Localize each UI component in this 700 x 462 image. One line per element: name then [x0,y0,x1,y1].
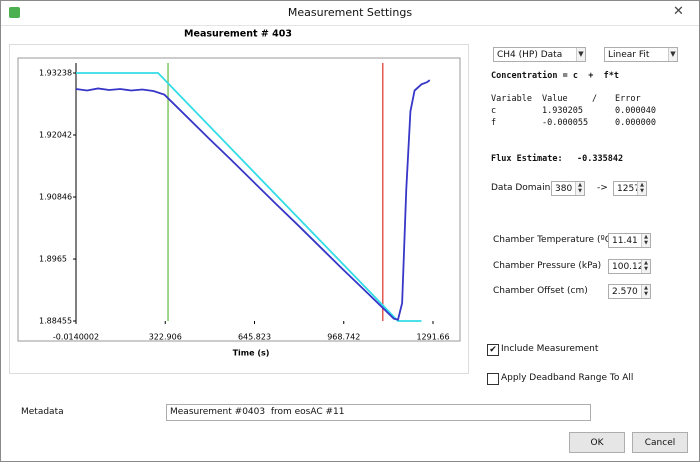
title-bar [1,1,699,26]
dropdown-arrow: ▼ [668,48,677,61]
metadata-label: Metadata [21,407,64,417]
button[interactable]: Cancel [632,432,688,453]
chart-frame [17,57,461,342]
domain-end: 1257 [617,184,640,194]
field-value: 100.123 [612,261,650,272]
x-tick-label: 322.906 [149,333,182,342]
dropdown-arrow: ▼ [576,48,585,61]
x-tick-label: -0.0140002 [53,333,99,342]
domain-end-input[interactable]: 1257 ▲ ▼ [613,181,647,196]
domain-start-input[interactable]: 380 ▲ ▼ [551,181,585,196]
y-tick-label: 1.93238 [39,69,72,78]
param-cell: 0.000000 [615,118,656,128]
chart: Measurement # 403 Time (s) 1.88455 1.8965… [17,29,461,358]
spin-arrows[interactable]: ▲ ▼ [637,182,646,195]
field-label: Chamber Offset (cm) [493,286,588,296]
checkbox-label: Apply Deadband Range To All [501,373,634,383]
x-tick-label: 1291.66 [416,333,449,342]
spin-arrows[interactable]: ▲ ▼ [641,259,650,273]
metadata-input[interactable]: Measurement #0403 from eosAC #11 [166,404,591,421]
field-label: Chamber Temperature (ºC) [493,235,615,245]
checkbox-label: Include Measurement [501,344,599,354]
button[interactable]: OK [569,432,625,453]
flux-label: Flux Estimate: [491,154,563,164]
y-tick-label: 1.8965 [39,255,67,264]
x-tick-label: 968.742 [327,333,360,342]
spin-arrows[interactable]: ▲ ▼ [641,234,650,247]
close-button[interactable]: ✕ [673,4,684,19]
checkbox[interactable]: ✔ [487,344,499,356]
param-cell: f [491,118,497,128]
spin-arrows[interactable]: ▲ ▼ [575,182,584,195]
domain-arrow: -> [597,183,608,193]
app-icon [9,7,20,18]
field-input[interactable]: 11.41 ▲ ▼ [608,233,651,248]
source-value: CH4 (HP) Data [497,50,563,60]
equation: Concentration = c + f*t [491,71,619,81]
y-tick-label: 1.90846 [39,193,72,202]
data-line [76,72,422,322]
field-input[interactable]: 2.570 ▲ ▼ [608,284,651,299]
checkbox[interactable] [487,373,499,385]
y-tick-label: 1.92042 [39,131,72,140]
domain-label: Data Domain: [491,183,554,193]
x-axis-label: Time (s) [233,349,270,358]
param-header: Variable [491,94,532,104]
field-value: 11.41 [612,236,638,246]
param-header: Value [542,94,568,104]
field-input[interactable]: 100.123 ▲ ▼ [608,258,651,274]
fit-dropdown[interactable]: Linear Fit ▼ [604,47,678,62]
field-label: Chamber Pressure (kPa) [493,260,602,271]
spin-arrows[interactable]: ▲ ▼ [641,285,650,298]
domain-start: 380 [555,184,573,194]
source-dropdown[interactable]: CH4 (HP) Data ▼ [493,47,586,62]
chart-panel [9,44,469,374]
param-header: / [592,94,598,104]
window-title: Measurement Settings [287,6,413,19]
y-tick-label: 1.88455 [39,317,72,326]
x-tick-label: 645.823 [238,333,271,342]
data-line [75,79,431,321]
param-header: Error [615,94,641,104]
param-cell: c [491,106,497,116]
param-cell: -0.000055 [542,118,589,128]
metadata-value: Measurement #0403 from eosAC #11 [170,407,345,417]
field-value: 2.570 [612,287,638,297]
param-cell: 0.000040 [615,106,656,116]
chart-title: Measurement # 403 [184,29,292,40]
fit-value: Linear Fit [608,50,650,60]
param-cell: 1.930205 [542,106,583,116]
flux-value: -0.335842 [577,154,624,164]
